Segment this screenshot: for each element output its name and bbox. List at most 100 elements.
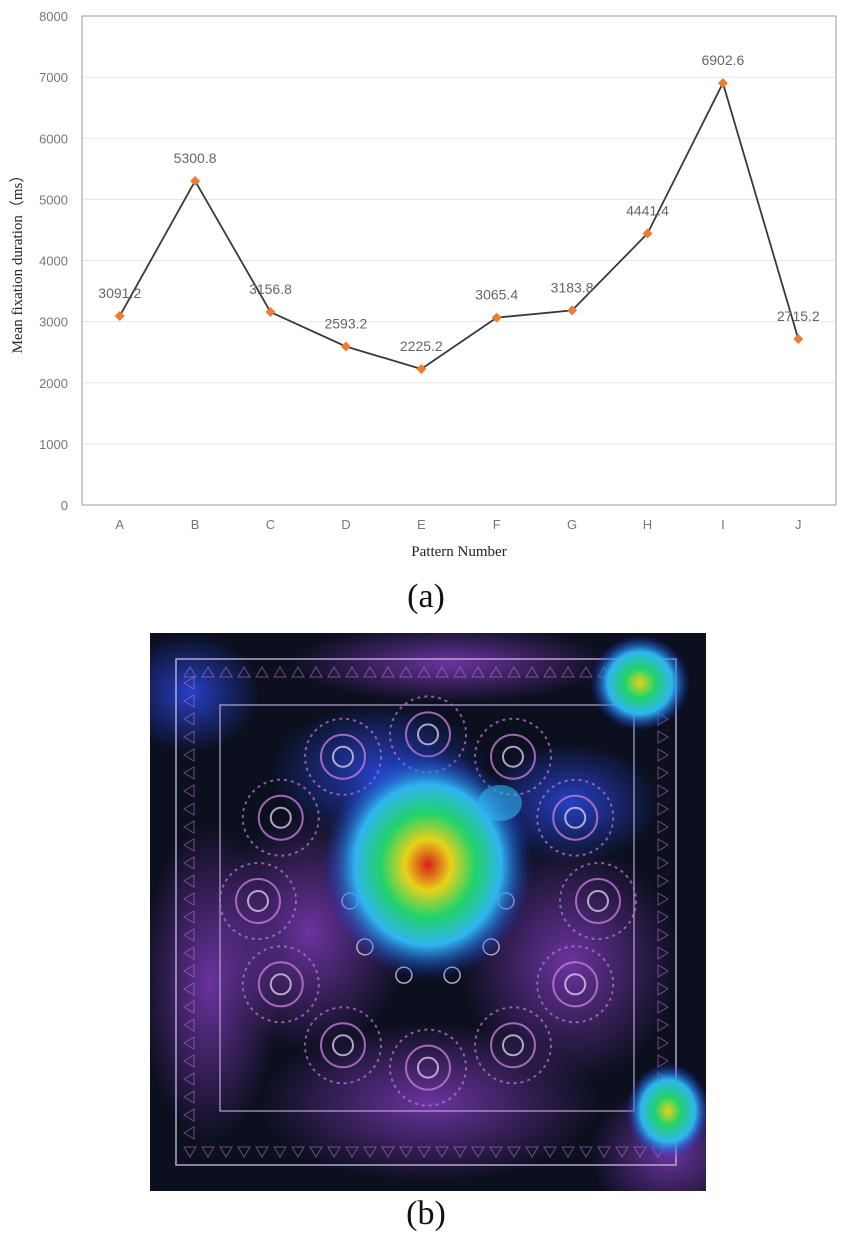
border-motif — [327, 666, 341, 678]
x-tick-label: I — [721, 517, 725, 532]
border-motif — [237, 1146, 251, 1158]
caption-b: (b) — [406, 1195, 446, 1232]
y-tick-labels: 0 1000 2000 3000 4000 5000 6000 7000 8000 — [39, 9, 68, 513]
fixation-heatmap-image — [150, 633, 706, 1191]
border-motif — [657, 982, 669, 996]
x-tick-label: A — [115, 517, 124, 532]
border-motif — [183, 982, 195, 996]
medallion — [474, 717, 552, 796]
border-motif — [633, 1146, 647, 1158]
border-motif — [579, 1146, 593, 1158]
border-motif — [219, 666, 233, 678]
border-motif — [435, 1146, 449, 1158]
border-motif — [507, 1146, 521, 1158]
border-motif — [183, 1146, 197, 1158]
x-tick-label: D — [341, 517, 350, 532]
y-tick-label: 4000 — [39, 254, 68, 269]
border-motif — [201, 1146, 215, 1158]
border-motif — [489, 666, 503, 678]
data-label: 3156.8 — [249, 281, 292, 297]
border-motif — [183, 666, 197, 678]
border-motif — [657, 838, 669, 852]
border-motif — [657, 1036, 669, 1050]
data-point — [793, 334, 804, 345]
data-labels: 3091.2 5300.8 3156.8 2593.2 2225.2 3065.4 3183… — [98, 52, 820, 354]
border-motif — [183, 892, 195, 906]
medallion — [559, 862, 637, 940]
border-motif — [309, 1146, 323, 1158]
border-motif — [657, 928, 669, 942]
border-motif — [525, 1146, 539, 1158]
border-motif — [363, 1146, 377, 1158]
border-motif — [183, 1054, 195, 1068]
data-point — [717, 78, 728, 89]
border-motif — [183, 694, 195, 708]
border-motif — [597, 1146, 611, 1158]
border-motif — [657, 1018, 669, 1032]
data-label: 3183.8 — [551, 279, 594, 295]
data-label: 3065.4 — [475, 287, 518, 303]
y-tick-label: 3000 — [39, 315, 68, 330]
border-motif — [657, 964, 669, 978]
data-point — [340, 341, 351, 352]
heatmap-graphic — [150, 633, 706, 1191]
border-motif — [543, 666, 557, 678]
y-axis-title: Mean fixation duration（ms） — [9, 168, 26, 354]
x-tick-label: F — [493, 517, 501, 532]
y-tick-label: 1000 — [39, 437, 68, 452]
data-label: 6902.6 — [701, 52, 744, 68]
x-tick-label: E — [417, 517, 426, 532]
border-motif — [291, 666, 305, 678]
border-motif — [657, 784, 669, 798]
border-motif — [183, 1126, 195, 1140]
border-motif — [657, 766, 669, 780]
series-line — [118, 80, 800, 370]
border-motif — [183, 1090, 195, 1104]
border-motif — [183, 1072, 195, 1086]
data-point — [190, 175, 201, 186]
y-tick-label: 6000 — [39, 131, 68, 146]
border-motif — [291, 1146, 305, 1158]
medallion — [389, 1028, 467, 1107]
border-motif — [183, 1036, 195, 1050]
border-motif — [201, 666, 215, 678]
border-motif — [381, 1146, 395, 1158]
border-motif — [273, 666, 287, 678]
border-motif — [435, 666, 449, 678]
medallion — [304, 717, 382, 796]
medallion — [474, 1006, 552, 1085]
border-motif — [561, 666, 575, 678]
caption-a: (a) — [407, 578, 445, 615]
border-motif — [489, 1146, 503, 1158]
border-motif — [219, 1146, 233, 1158]
data-label: 2715.2 — [777, 308, 820, 324]
border-motif — [615, 1146, 629, 1158]
data-label: 2593.2 — [324, 315, 367, 331]
data-label: 4441.4 — [626, 203, 669, 219]
medallion — [241, 945, 320, 1024]
border-motif — [183, 910, 195, 924]
border-motif — [579, 666, 593, 678]
y-tick-label: 8000 — [39, 9, 68, 24]
border-motif — [183, 964, 195, 978]
border-motif — [183, 874, 195, 888]
border-motif — [399, 1146, 413, 1158]
border-motif — [399, 666, 413, 678]
border-motif — [255, 1146, 269, 1158]
data-point — [567, 305, 578, 316]
border-motif — [183, 676, 195, 690]
border-motif — [183, 820, 195, 834]
border-motif — [237, 666, 251, 678]
medallion — [219, 862, 297, 940]
data-point — [114, 311, 125, 322]
border-motif — [183, 802, 195, 816]
medallion — [536, 945, 615, 1024]
border-motif — [561, 1146, 575, 1158]
border-motif — [657, 1000, 669, 1014]
border-motif — [657, 910, 669, 924]
border-motif — [657, 748, 669, 762]
border-motif — [183, 730, 195, 744]
border-motif — [363, 666, 377, 678]
border-motif — [183, 1108, 195, 1122]
plot-area-border — [81, 15, 837, 506]
